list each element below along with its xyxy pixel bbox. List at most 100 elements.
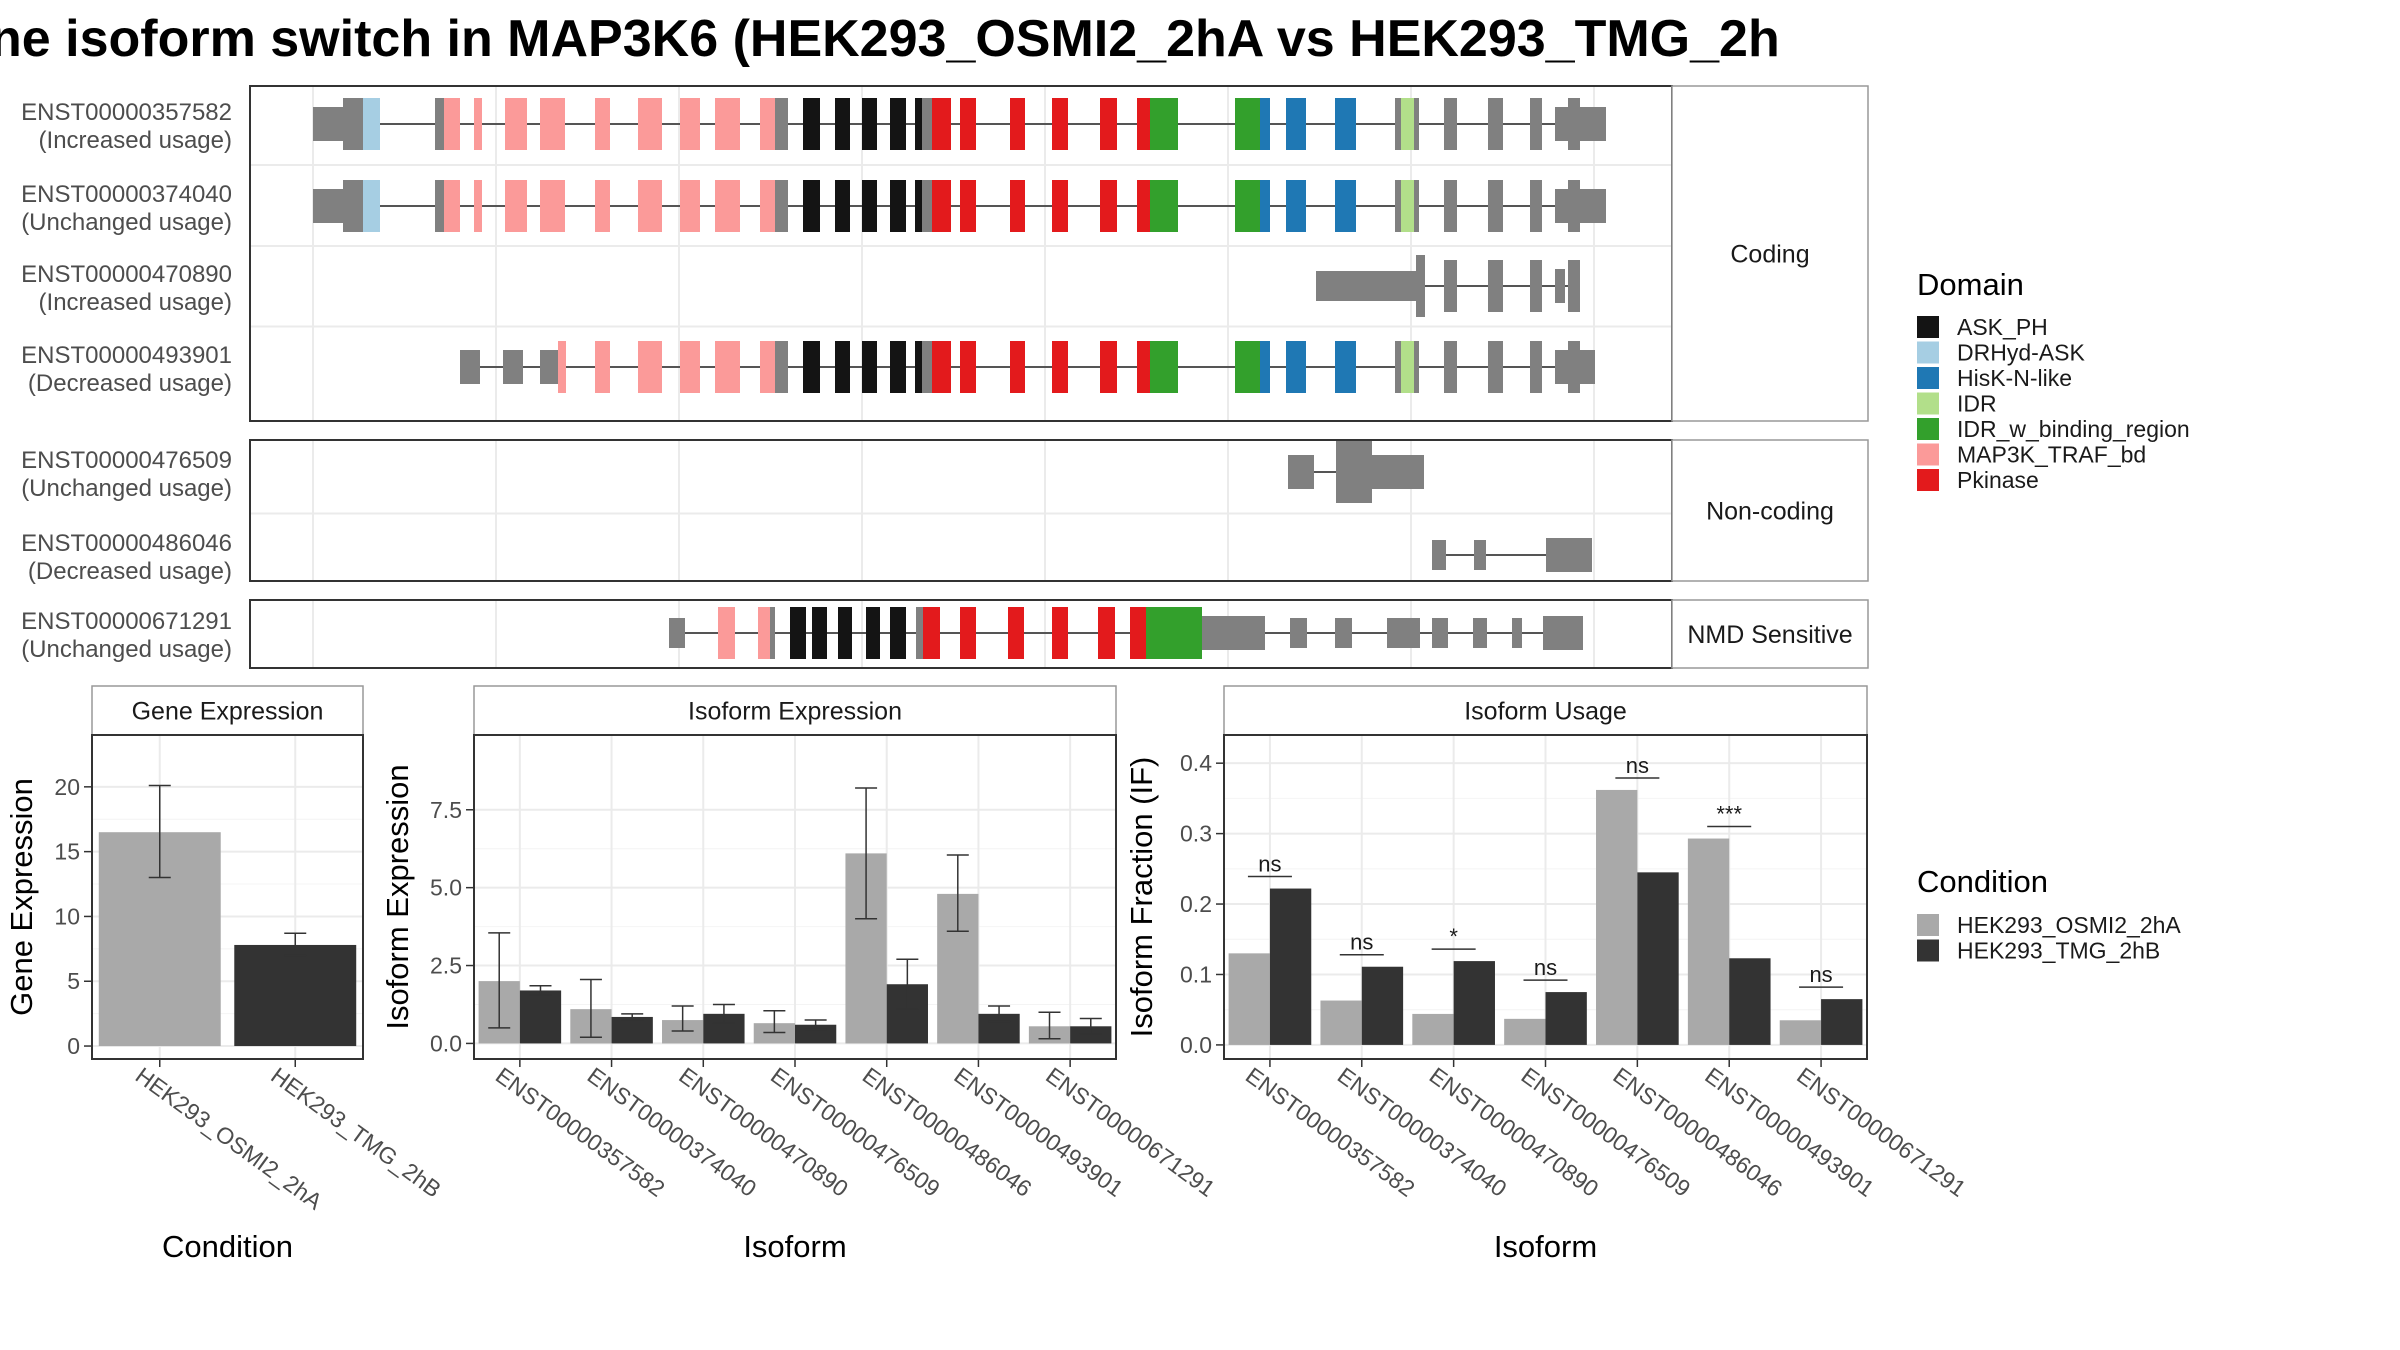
exon-block bbox=[444, 98, 460, 150]
exon-block bbox=[715, 180, 740, 232]
exon-block bbox=[775, 98, 788, 150]
exon-block bbox=[862, 98, 877, 150]
exon-block bbox=[1150, 98, 1178, 150]
exon-block bbox=[1555, 107, 1606, 141]
bar bbox=[1453, 961, 1495, 1045]
bar bbox=[611, 1016, 653, 1044]
x-tick-label: ENST00000374040 bbox=[1333, 1062, 1512, 1202]
exon-block bbox=[812, 607, 827, 659]
exon-block bbox=[1401, 341, 1414, 393]
exon-block bbox=[760, 180, 775, 232]
exon-block bbox=[638, 341, 662, 393]
exon-block bbox=[1290, 618, 1307, 648]
legend-item-label: ASK_PH bbox=[1957, 314, 2048, 340]
exon-block bbox=[1100, 98, 1117, 150]
legend-swatch bbox=[1917, 341, 1939, 364]
structure-group-non-coding: ENST00000476509(Unchanged usage) ENST0000… bbox=[21, 439, 1869, 585]
legend-swatch bbox=[1917, 367, 1939, 389]
legend-item-label: HisK-N-like bbox=[1957, 365, 2072, 391]
exon-block bbox=[444, 180, 460, 232]
domain-legend: Domain ASK_PHDRHyd-ASKHisK-N-likeIDRIDR_w… bbox=[1917, 267, 2190, 493]
strip-label: Non-coding bbox=[1706, 498, 1834, 526]
exon-block bbox=[1288, 455, 1314, 489]
exon-block bbox=[770, 607, 775, 659]
legend-title: Condition bbox=[1917, 864, 2048, 899]
legend-swatch bbox=[1917, 469, 1939, 491]
panel-title: Isoform Expression bbox=[688, 698, 902, 726]
bar bbox=[234, 944, 357, 1047]
isoform-id-label: ENST00000374040 bbox=[21, 181, 232, 208]
isoform-id-label: ENST00000357582 bbox=[21, 99, 232, 126]
exon-block bbox=[1444, 98, 1457, 150]
bar bbox=[1637, 872, 1679, 1045]
isoform-usage-label: (Increased usage) bbox=[39, 127, 232, 154]
exon-block bbox=[1414, 180, 1419, 232]
exon-block bbox=[595, 180, 610, 232]
x-tick-label: ENST00000671291 bbox=[1792, 1062, 1971, 1202]
legend-item-label: Pkinase bbox=[1957, 467, 2039, 493]
exon-block bbox=[960, 98, 976, 150]
bar bbox=[1269, 888, 1312, 1045]
panel-border bbox=[1223, 734, 1868, 1060]
exon-block bbox=[460, 350, 480, 384]
exon-block bbox=[1202, 616, 1265, 650]
exon-block bbox=[1010, 341, 1025, 393]
exon-block bbox=[1146, 180, 1150, 232]
exon-block bbox=[1335, 180, 1356, 232]
exon-block bbox=[1555, 269, 1565, 303]
exon-block bbox=[890, 607, 906, 659]
exon-block bbox=[1335, 618, 1352, 648]
exon-block bbox=[790, 607, 806, 659]
exon-block bbox=[1414, 98, 1419, 150]
y-tick-label: 0.4 bbox=[1180, 750, 1212, 776]
isoform-usage-panel: Isoform Usage ns ENST00000357582 ns ENST0000… bbox=[1124, 685, 1971, 1264]
exon-block bbox=[932, 98, 951, 150]
exon-block bbox=[669, 618, 685, 648]
exon-block bbox=[1395, 180, 1401, 232]
exon-block bbox=[1336, 441, 1372, 503]
legend-item-label: DRHyd-ASK bbox=[1957, 340, 2085, 366]
legend-swatch bbox=[1917, 939, 1939, 962]
legend-item-label: IDR_w_binding_region bbox=[1957, 416, 2190, 442]
exon-block bbox=[1488, 98, 1503, 150]
exon-block bbox=[715, 341, 740, 393]
exon-block bbox=[835, 98, 850, 150]
exon-block bbox=[1286, 98, 1306, 150]
panel-border bbox=[91, 734, 364, 1060]
exon-block bbox=[862, 341, 877, 393]
exon-block bbox=[1235, 98, 1260, 150]
y-tick-label: 10 bbox=[54, 903, 80, 929]
x-tick-label: ENST00000671291 bbox=[1041, 1062, 1220, 1202]
significance-label: ns bbox=[1534, 955, 1557, 980]
exon-block bbox=[1432, 540, 1446, 570]
bar bbox=[1228, 953, 1270, 1045]
bar bbox=[1361, 966, 1404, 1045]
exon-block bbox=[1150, 341, 1178, 393]
exon-block bbox=[715, 98, 740, 150]
exon-block bbox=[1473, 618, 1487, 648]
y-tick-label: 0.0 bbox=[430, 1030, 462, 1056]
exon-block bbox=[932, 341, 951, 393]
exon-block bbox=[680, 341, 700, 393]
y-tick-label: 2.5 bbox=[430, 953, 462, 979]
isoform-usage-label: (Unchanged usage) bbox=[21, 209, 232, 236]
exon-block bbox=[1146, 341, 1150, 393]
exon-block bbox=[803, 98, 820, 150]
bar bbox=[1412, 1013, 1454, 1045]
y-tick-label: 7.5 bbox=[430, 797, 462, 823]
exon-block bbox=[866, 607, 880, 659]
exon-block bbox=[1137, 98, 1146, 150]
bar bbox=[1687, 838, 1730, 1045]
exon-block bbox=[760, 341, 775, 393]
exon-block bbox=[540, 98, 565, 150]
bar bbox=[1320, 1000, 1362, 1045]
exon-block bbox=[1530, 180, 1542, 232]
exon-block bbox=[1444, 180, 1457, 232]
exon-block bbox=[1235, 341, 1260, 393]
exon-block bbox=[1474, 540, 1486, 570]
exon-block bbox=[540, 180, 565, 232]
exon-block bbox=[313, 189, 343, 223]
exon-block bbox=[916, 607, 923, 659]
bar bbox=[1779, 1020, 1822, 1045]
